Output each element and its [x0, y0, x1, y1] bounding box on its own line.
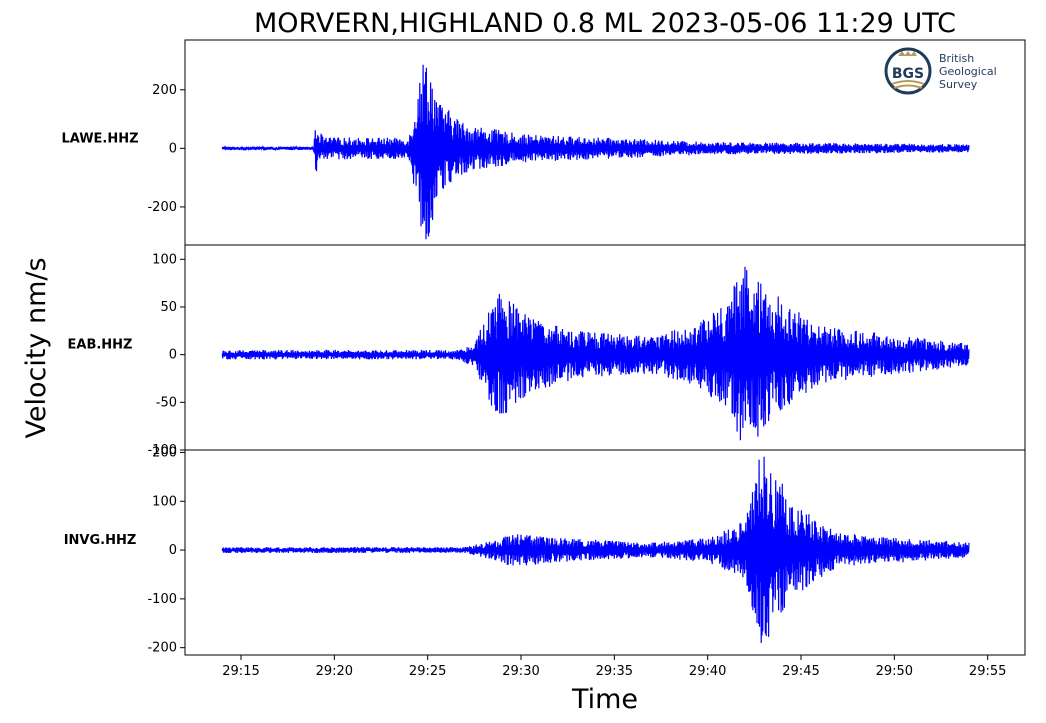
- y-tick-label: 50: [160, 300, 177, 315]
- panels-layer: 2000-200LAWE.HHZ100500-50-100EAB.HHZ2001…: [61, 39, 1026, 656]
- logo-wave-icon: [891, 80, 925, 85]
- logo-line-2: Geological: [939, 65, 997, 78]
- logo-abbr: BGS: [892, 66, 924, 82]
- x-tick-label: 29:35: [596, 664, 633, 679]
- bgs-logo: BGS British Geological Survey: [884, 47, 997, 95]
- x-axis-label: Time: [571, 684, 638, 715]
- y-tick-label: 0: [169, 348, 177, 363]
- logo-line-3: Survey: [939, 78, 978, 91]
- y-tick-label: 100: [152, 494, 177, 509]
- y-tick-label: -100: [147, 592, 177, 607]
- y-tick-label: 0: [169, 141, 177, 156]
- station-label: EAB.HHZ: [68, 338, 133, 353]
- y-tick-label: 200: [152, 83, 177, 98]
- panel-eab-hhz: 100 50 0 -50 -100 EAB.HHZ: [68, 244, 1026, 458]
- y-tick-label: -50: [156, 395, 177, 410]
- y-tick-label: -200: [147, 200, 177, 215]
- waveform-line: [221, 266, 970, 441]
- logo-wave-icon-2: [893, 84, 923, 89]
- x-tick-label: 29:20: [316, 664, 353, 679]
- y-tick-label: -100: [147, 443, 177, 458]
- panel-invg-hhz: 200 100 0 -100 -200 INVG.HHZ: [64, 445, 1026, 656]
- logo-line-1: British: [939, 52, 974, 65]
- x-tick-label: 29:15: [222, 664, 259, 679]
- y-tick-label: 0: [169, 543, 177, 558]
- y-tick-label: 100: [152, 252, 177, 267]
- panel-frame: [184, 449, 1026, 656]
- y-axis-label: Velocity nm/s: [21, 257, 52, 438]
- panel-lawe-hhz: 200 0 -200 LAWE.HHZ: [61, 39, 1026, 246]
- x-axis-ticks: 29:15 29:20 29:25 29:30 29:35 29:40 29:45 29:50…: [222, 655, 1006, 679]
- crown-icon: [898, 51, 917, 56]
- chart-title: MORVERN,HIGHLAND 0.8 ML 2023-05-06 11:29…: [254, 8, 956, 39]
- station-label: INVG.HHZ: [64, 533, 137, 548]
- x-tick-label: 29:55: [969, 664, 1006, 679]
- x-tick-label: 29:30: [502, 664, 539, 679]
- y-tick-label: 200: [152, 445, 177, 460]
- x-tick-label: 29:45: [782, 664, 819, 679]
- y-tick-label: -200: [147, 641, 177, 656]
- station-label: LAWE.HHZ: [61, 131, 138, 146]
- x-tick-label: 29:25: [409, 664, 446, 679]
- waveform-line: [221, 456, 970, 644]
- x-tick-label: 29:40: [689, 664, 726, 679]
- waveform-line: [221, 64, 970, 240]
- x-tick-label: 29:50: [876, 664, 913, 679]
